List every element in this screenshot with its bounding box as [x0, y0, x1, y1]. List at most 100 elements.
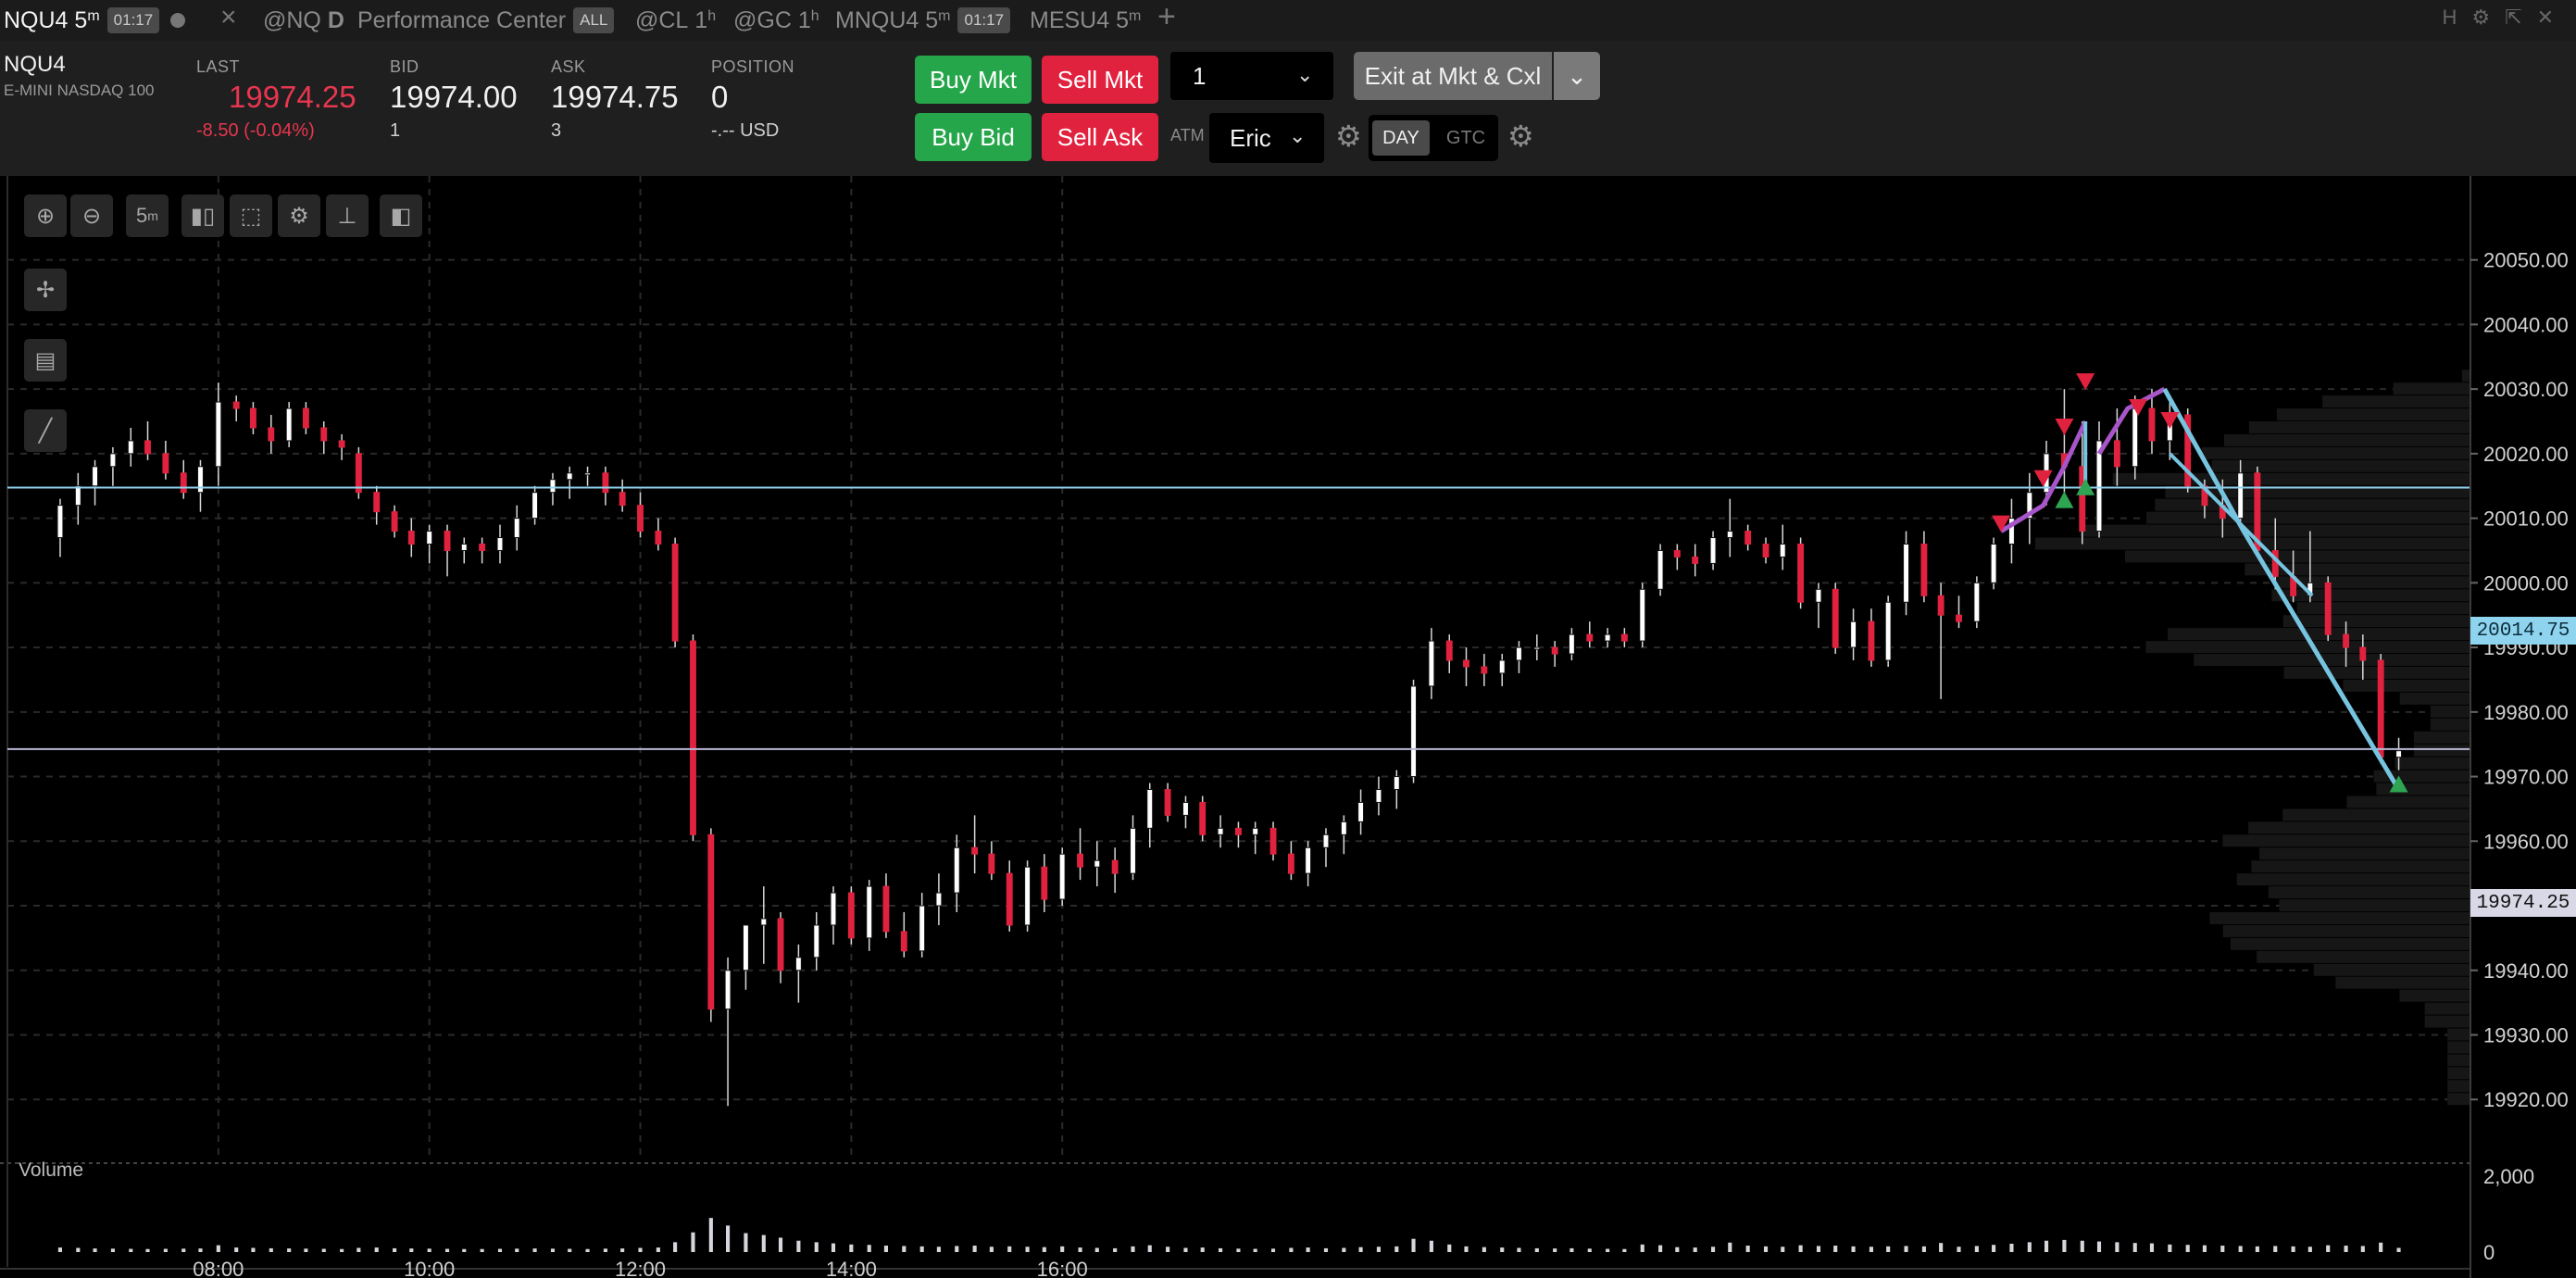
window-settings-icon[interactable]: ⚙ [2471, 6, 2491, 29]
volume-profile-bar [2283, 667, 2470, 679]
volume-profile-bar [2222, 924, 2470, 937]
tab-symbol: @CL [635, 6, 689, 33]
price-chart[interactable]: 20050.00 20040.00 20030.00 20020.00 20010.00… [0, 176, 2576, 1278]
order-entry-icon[interactable]: ▤ [24, 339, 67, 382]
volume-profile-bar [2245, 563, 2470, 576]
indicators-icon[interactable]: ⊥ [326, 194, 369, 237]
bar-countdown-badge: 01:17 [957, 7, 1011, 33]
volume-bar [1200, 1247, 1205, 1252]
volume-bar [568, 1248, 572, 1252]
select-region-icon[interactable]: ⬚ [230, 194, 272, 237]
draw-line-icon[interactable]: ╱ [24, 409, 67, 452]
volume-bar [1587, 1248, 1592, 1252]
window-close-icon[interactable]: ✕ [2536, 6, 2554, 29]
add-tab-icon[interactable]: + [1157, 0, 1176, 34]
exit-options-chevron-icon[interactable]: ⌄ [1554, 52, 1600, 100]
volume-profile-bar [2447, 1080, 2470, 1093]
volume-profile-bar [2155, 498, 2470, 511]
candle-body-down [637, 505, 644, 532]
chart-overlays [7, 373, 2470, 793]
volume-profile-bar [2145, 641, 2470, 654]
buy-market-button[interactable]: Buy Mkt [915, 56, 1032, 104]
volume-profile-bar [2248, 421, 2470, 433]
last-price: 19974.25 [229, 80, 356, 114]
volume-bar [1147, 1245, 1152, 1252]
volume-bar [1763, 1246, 1769, 1252]
sell-market-button[interactable]: Sell Mkt [1042, 56, 1158, 104]
candle-body-down [882, 885, 890, 933]
candle-body-up [2026, 492, 2033, 520]
buy-bid-button[interactable]: Buy Bid [915, 113, 1032, 161]
volume-bar [972, 1246, 977, 1252]
volume-profile-bar [2223, 433, 2470, 446]
candle-body-up [2095, 440, 2103, 532]
atm-strategy-select[interactable]: Eric [1209, 113, 1324, 163]
candle-body-up [2132, 407, 2139, 468]
order-settings-gear-icon[interactable]: ⚙ [1507, 119, 1534, 153]
sell-ask-button[interactable]: Sell Ask [1042, 113, 1158, 161]
volume-bar [1974, 1246, 1979, 1252]
volume-bar [726, 1225, 731, 1252]
volume-bar [585, 1248, 590, 1252]
volume-bar [181, 1248, 186, 1252]
candle-body-up [1604, 633, 1611, 642]
position-label: POSITION [711, 57, 795, 76]
sell-marker-icon [2076, 373, 2095, 391]
volume-profile-bar [2282, 615, 2470, 628]
tab-interval-unit: m [87, 8, 100, 24]
volume-bar [251, 1247, 256, 1252]
chart-style-candles-icon[interactable]: ▮▯ [181, 194, 224, 237]
chart-settings-gear-icon[interactable]: ⚙ [278, 194, 320, 237]
zoom-in-icon[interactable]: ⊕ [24, 194, 67, 237]
tif-day-option[interactable]: DAY [1372, 120, 1430, 156]
volume-bar [1323, 1247, 1329, 1252]
candle-body-down [1041, 866, 1048, 900]
volume-tick-label: 2,000 [2483, 1165, 2534, 1188]
candle-body-down [847, 892, 855, 939]
sell-marker-icon [1992, 515, 2011, 532]
chart-canvas[interactable]: 20050.00 20040.00 20030.00 20020.00 20010.00… [0, 176, 2576, 1278]
volume-profile-bar [2447, 1093, 2470, 1106]
zoom-out-icon[interactable]: ⊖ [70, 194, 113, 237]
volume-bar [287, 1248, 292, 1252]
volume-bar [1131, 1246, 1135, 1252]
candle-body-down [1006, 872, 1013, 926]
volume-bar [1342, 1247, 1346, 1252]
quantity-dropdown-chevron-icon[interactable]: ⌄ [1296, 63, 1314, 86]
volume-profile-bar [2430, 705, 2470, 718]
volume-bar [269, 1247, 273, 1252]
volume-pane-label: Volume [19, 1159, 84, 1181]
time-tick-label: 16:00 [1037, 1258, 1088, 1278]
candle-body-up [1375, 789, 1382, 803]
candle-body-up [1094, 859, 1101, 868]
exit-at-market-cancel-button[interactable]: Exit at Mkt & Cxl [1354, 52, 1552, 100]
quantity-input[interactable]: 1 [1170, 52, 1333, 100]
tab-label: Performance Center [357, 6, 567, 33]
tif-gtc-option[interactable]: GTC [1445, 127, 1486, 148]
tab-nq-daily[interactable]: @NQ D [263, 0, 344, 41]
window-popout-icon[interactable]: ⇱ [2505, 6, 2522, 29]
layout-icon[interactable]: ◧ [380, 194, 422, 237]
atm-settings-gear-icon[interactable]: ⚙ [1335, 119, 1362, 153]
crosshair-icon[interactable]: ✢ [24, 269, 67, 311]
last-price-tag: 19974.25 [2470, 889, 2576, 917]
volume-bar [1270, 1248, 1276, 1252]
volume-bar [1693, 1247, 1697, 1252]
volume-bar [1553, 1248, 1557, 1252]
candle-body-down [2184, 414, 2192, 487]
price-tick-label: 19960.00 [2483, 830, 2569, 853]
tab-close-icon[interactable]: × [220, 2, 237, 32]
volume-bar [462, 1248, 467, 1252]
window-hide-button[interactable]: H [2442, 6, 2457, 29]
tab-performance-center[interactable]: Performance Center ALL [357, 0, 615, 41]
volume-bar [778, 1237, 783, 1252]
interval-unit: m [147, 208, 158, 223]
volume-bar [1376, 1247, 1382, 1252]
atm-dropdown-chevron-icon[interactable]: ⌄ [1289, 124, 1307, 147]
